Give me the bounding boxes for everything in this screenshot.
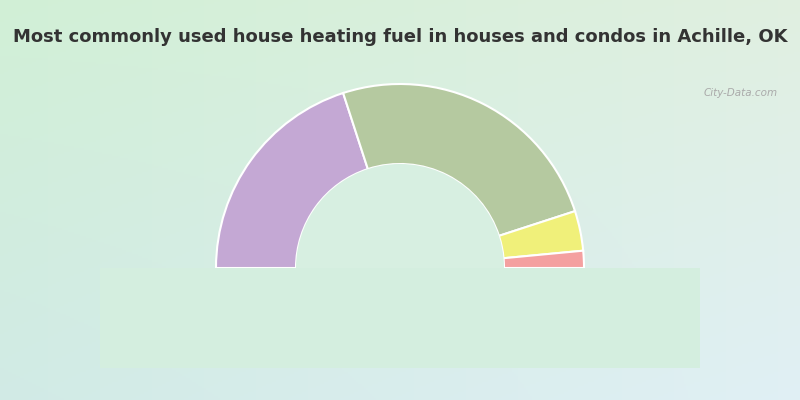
Wedge shape: [499, 211, 583, 258]
Wedge shape: [216, 93, 368, 268]
Circle shape: [296, 164, 504, 372]
Text: City-Data.com: City-Data.com: [704, 88, 778, 98]
Bar: [100, 268, 700, 368]
Wedge shape: [343, 84, 575, 236]
Wedge shape: [503, 251, 584, 268]
Text: Most commonly used house heating fuel in houses and condos in Achille, OK: Most commonly used house heating fuel in…: [13, 28, 787, 46]
